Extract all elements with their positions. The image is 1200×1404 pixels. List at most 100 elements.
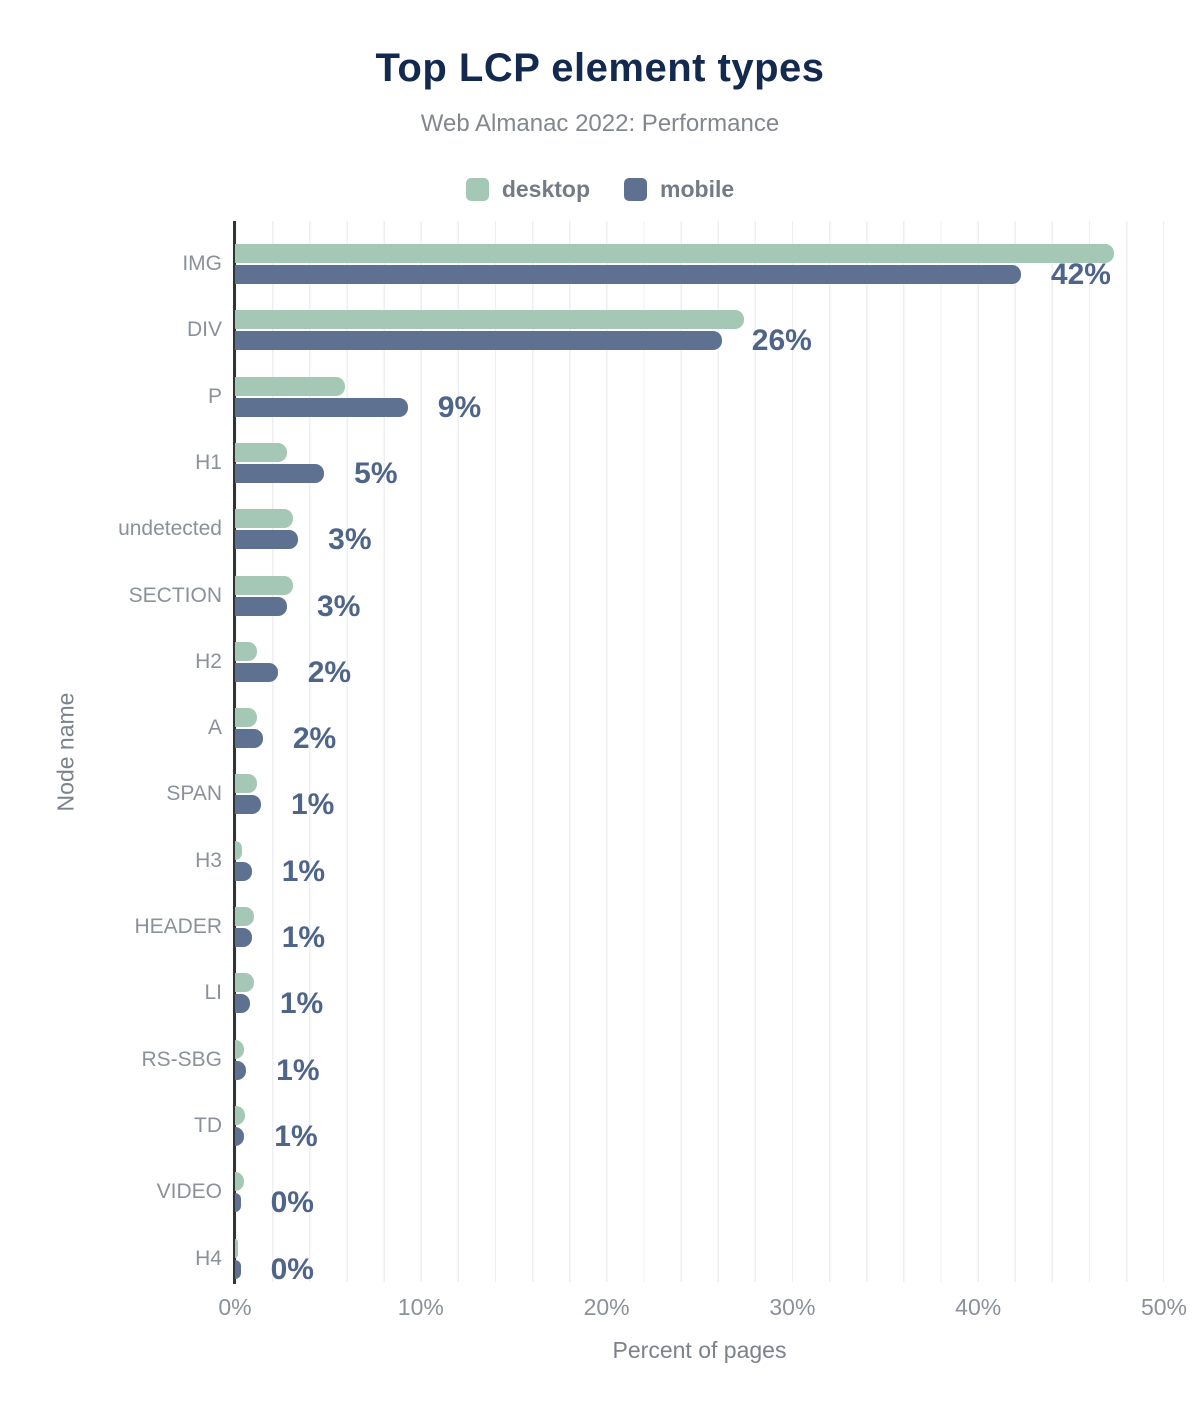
mobile-bar	[235, 662, 278, 682]
bar-row-section: SECTION 3%	[0, 553, 1200, 623]
bar-row-li: LI 1%	[0, 950, 1200, 1021]
legend-item-mobile: mobile	[624, 176, 734, 203]
category-label: LI	[204, 981, 222, 1005]
bar-rows: IMG 42% DIV 26% P 9% H1 5% undetected 3% SECTION 3%…	[0, 221, 1200, 1286]
value-label: 0%	[270, 1186, 314, 1220]
mobile-bar	[235, 1060, 247, 1080]
bar-row-h4: H4 0%	[0, 1216, 1200, 1286]
bar-row-div: DIV 26%	[0, 287, 1200, 358]
value-label: 3%	[328, 523, 372, 557]
category-label: VIDEO	[156, 1180, 222, 1204]
value-label: 1%	[281, 921, 326, 954]
value-label: 2%	[307, 655, 352, 689]
desktop-bar	[235, 310, 745, 330]
bar-row-td: TD 1%	[0, 1083, 1200, 1153]
bar-row-a: A 2%	[0, 685, 1200, 754]
bar-row-undetected: undetected 3%	[0, 486, 1200, 557]
bar-row-header: HEADER 1%	[0, 884, 1200, 954]
bar-row-h2: H2 2%	[0, 619, 1200, 689]
mobile-bar	[235, 1193, 241, 1213]
legend-label-desktop: desktop	[501, 176, 591, 202]
value-label: 5%	[354, 456, 398, 490]
category-label: RS-SBG	[141, 1047, 222, 1071]
mobile-bar	[235, 1259, 241, 1279]
mobile-bar	[235, 463, 325, 483]
category-label: TD	[194, 1113, 222, 1137]
category-label: SECTION	[128, 583, 222, 607]
value-label: 1%	[279, 987, 324, 1021]
value-label: 9%	[437, 390, 482, 424]
mobile-bar	[235, 397, 408, 417]
legend-label-mobile: mobile	[660, 176, 735, 202]
value-label: 3%	[317, 589, 361, 623]
x-tick-label: 50%	[1140, 1294, 1188, 1320]
mobile-bar	[235, 1126, 245, 1146]
value-label: 1%	[276, 1053, 320, 1087]
category-label: P	[207, 384, 222, 408]
mobile-bar	[235, 729, 263, 749]
desktop-bar	[235, 840, 243, 860]
category-label: DIV	[186, 318, 222, 342]
desktop-bar	[235, 907, 254, 926]
desktop-bar	[235, 1172, 245, 1192]
mobile-series-swatch-icon	[624, 178, 648, 201]
mobile-bar	[235, 928, 252, 947]
value-label: 26%	[751, 324, 812, 358]
bar-row-h3: H3 1%	[0, 818, 1200, 888]
x-tick-label: 40%	[955, 1294, 1002, 1320]
value-label: 42%	[1050, 258, 1111, 291]
desktop-bar	[235, 1039, 245, 1059]
category-label: A	[207, 716, 222, 740]
bar-row-video: VIDEO 0%	[0, 1149, 1200, 1220]
bar-row-img: IMG 42%	[0, 221, 1200, 291]
bar-row-span: SPAN 1%	[0, 751, 1200, 822]
desktop-bar	[235, 509, 293, 529]
mobile-bar	[235, 596, 288, 616]
category-label: H4	[195, 1246, 222, 1270]
category-label: IMG	[182, 252, 222, 275]
mobile-bar	[235, 994, 250, 1014]
mobile-bar	[235, 861, 252, 881]
desktop-bar	[235, 708, 258, 728]
x-axis-title: Percent of pages	[612, 1337, 787, 1363]
bar-row-p: P 9%	[0, 354, 1200, 424]
bar-row-h1: H1 5%	[0, 420, 1200, 490]
x-axis-ticks: 0% 10% 20% 30% 40% 50%	[0, 1294, 1200, 1320]
mobile-bar	[235, 795, 261, 815]
category-label: HEADER	[134, 915, 222, 938]
desktop-bar	[235, 575, 293, 595]
desktop-bar	[235, 244, 1114, 263]
y-axis-line	[233, 221, 236, 1284]
y-axis-title: Node name	[52, 692, 79, 812]
x-tick-label: 10%	[397, 1294, 444, 1320]
mobile-bar	[235, 331, 722, 351]
desktop-bar	[235, 442, 288, 462]
value-label: 1%	[291, 788, 335, 822]
legend-item-desktop: desktop	[465, 176, 591, 203]
bar-row-rs-sbg: RS-SBG 1%	[0, 1017, 1200, 1087]
desktop-bar	[235, 376, 345, 396]
value-label: 1%	[281, 854, 326, 888]
desktop-bar	[235, 641, 258, 661]
category-label: H3	[195, 848, 222, 872]
chart-subtitle: Web Almanac 2022: Performance	[420, 110, 780, 137]
category-label: H1	[195, 450, 222, 474]
legend: desktop mobile	[0, 176, 1200, 203]
chart-title: Top LCP element types	[375, 46, 825, 90]
category-label: H2	[195, 649, 222, 673]
x-tick-label: 0%	[218, 1294, 252, 1320]
value-label: 1%	[274, 1119, 318, 1153]
desktop-series-swatch-icon	[465, 178, 489, 201]
mobile-bar	[235, 530, 299, 550]
category-label: SPAN	[166, 782, 222, 806]
x-tick-label: 20%	[583, 1294, 630, 1320]
category-label: undetected	[118, 517, 222, 541]
desktop-bar	[235, 973, 254, 993]
desktop-bar	[235, 1105, 246, 1125]
desktop-bar	[235, 774, 258, 794]
value-label: 0%	[270, 1252, 314, 1286]
x-tick-label: 30%	[769, 1294, 816, 1320]
mobile-bar	[235, 265, 1021, 284]
desktop-bar	[235, 1238, 238, 1258]
